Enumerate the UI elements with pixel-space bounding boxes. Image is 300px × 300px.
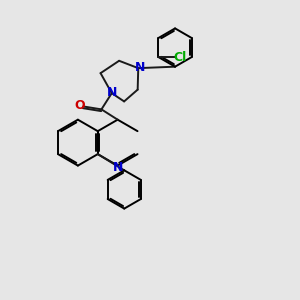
Text: N: N [112, 160, 123, 174]
Text: O: O [74, 99, 85, 112]
Text: Cl: Cl [173, 51, 187, 64]
Text: N: N [107, 86, 118, 99]
Text: N: N [134, 61, 145, 74]
